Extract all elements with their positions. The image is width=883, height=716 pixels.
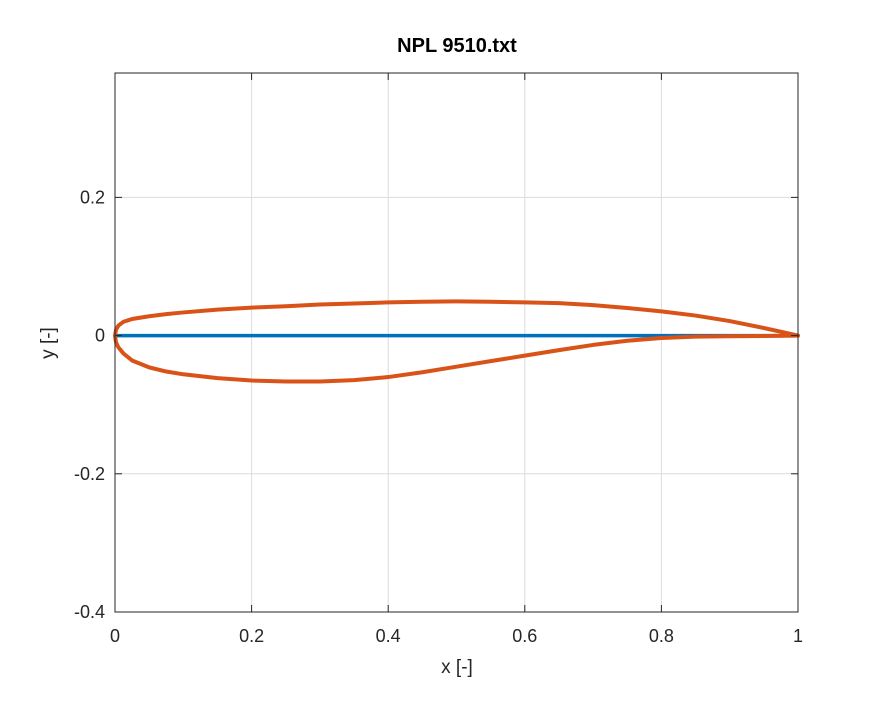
x-tick-label: 0.2 [239,626,264,646]
x-tick-label: 0.6 [512,626,537,646]
x-tick-label: 1 [793,626,803,646]
y-tick-label: -0.4 [74,602,105,622]
ticks: 0 0.2 0.4 0.6 0.8 1 -0.4 -0.2 0 0.2 [74,73,803,646]
y-axis-label: y [-] [38,327,59,359]
plot-frame [114,72,799,613]
y-tick-label: -0.2 [74,464,105,484]
x-axis-label: x [-] [441,657,473,678]
x-tick-label: 0.8 [649,626,674,646]
chart-title: NPL 9510.txt [397,35,517,57]
y-tick-label: 0 [95,326,105,346]
x-tick-label: 0.4 [376,626,401,646]
y-tick-label: 0.2 [80,187,105,207]
plot-area [114,72,799,613]
x-tick-label: 0 [110,626,120,646]
